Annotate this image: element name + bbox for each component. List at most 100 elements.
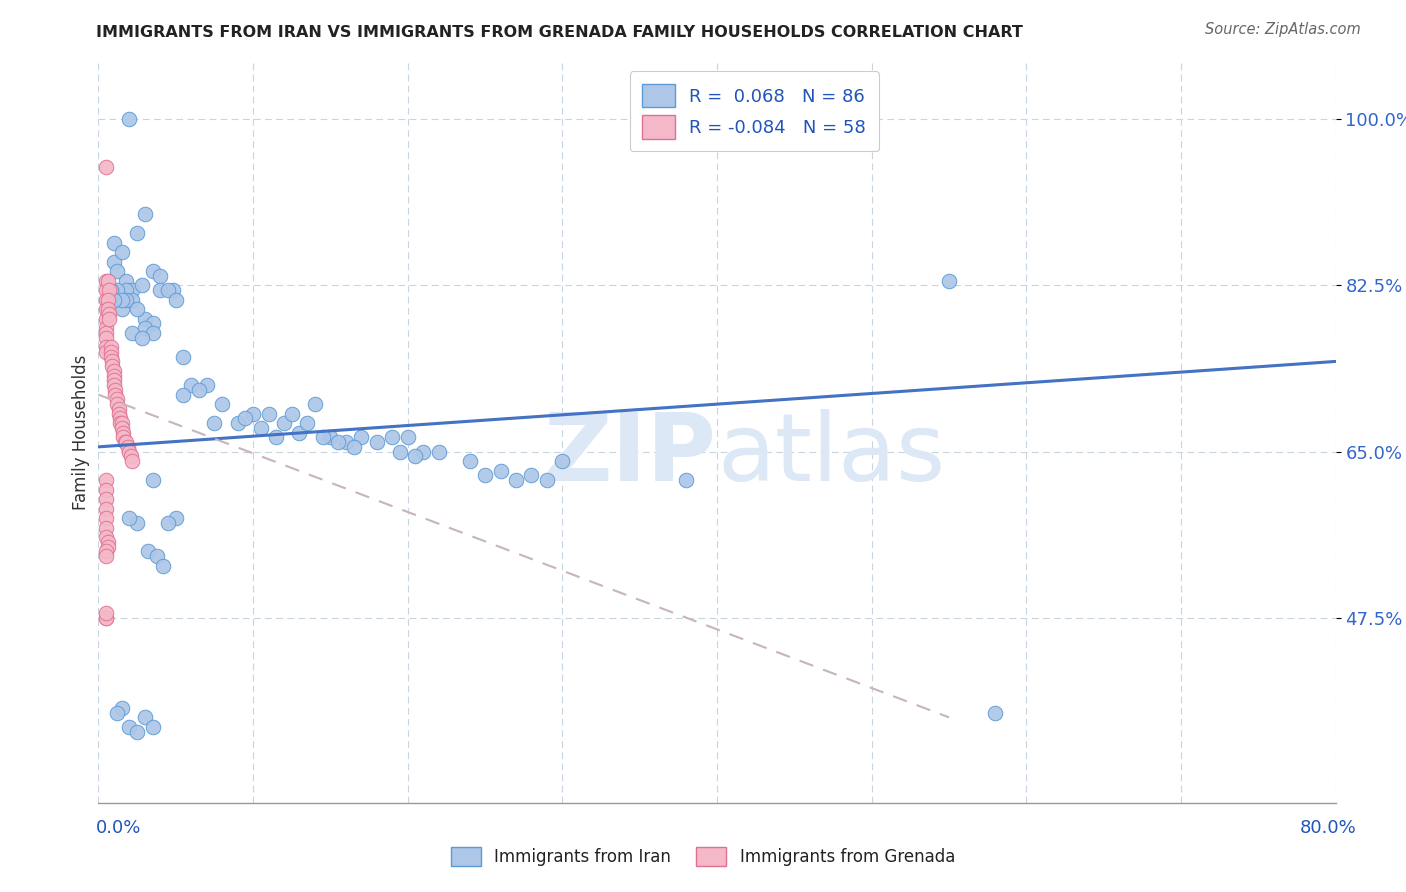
Point [127,302,149,317]
Text: Source: ZipAtlas.com: Source: ZipAtlas.com [1205,22,1361,37]
Point [366,435,388,450]
Point [180,378,202,392]
Point [118,112,141,127]
Point [141,326,165,340]
Point [127,724,149,739]
Point [96,473,118,487]
Point [98,311,121,326]
Point [103,373,125,387]
Point [326,435,350,450]
Point [118,444,141,458]
Point [141,264,165,278]
Point [96,340,118,354]
Point [97,534,120,549]
Point [103,364,125,378]
Point [105,392,128,407]
Point [458,454,481,468]
Point [188,383,211,397]
Text: atlas: atlas [717,409,945,500]
Point [520,468,543,483]
Point [131,278,153,293]
Point [96,311,118,326]
Text: ZIP: ZIP [544,409,717,500]
Point [288,425,311,440]
Point [350,430,373,444]
Point [121,293,143,307]
Point [121,454,143,468]
Point [141,317,165,331]
Point [172,350,194,364]
Point [297,416,319,430]
Point [96,530,118,544]
Point [96,160,118,174]
Point [98,307,121,321]
Point [121,283,143,297]
Point [204,416,226,430]
Point [118,511,141,525]
Point [675,473,697,487]
Point [226,416,249,430]
Point [115,283,138,297]
Point [343,440,366,454]
Point [319,430,342,444]
Point [96,491,118,506]
Point [162,283,184,297]
Point [134,207,156,221]
Point [96,611,118,625]
Point [104,383,127,397]
Point [120,450,142,464]
Point [141,720,165,734]
Point [474,468,496,483]
Point [312,430,335,444]
Point [134,311,156,326]
Point [551,454,574,468]
Point [103,293,125,307]
Point [412,444,434,458]
Point [104,387,127,401]
Point [257,407,280,421]
Point [98,283,121,297]
Point [127,227,149,241]
Point [100,283,122,297]
Point [96,606,118,620]
Point [335,435,357,450]
Point [107,407,129,421]
Point [165,511,187,525]
Point [103,235,125,250]
Text: 80.0%: 80.0% [1301,819,1357,837]
Point [195,378,218,392]
Point [115,293,138,307]
Point [97,274,120,288]
Point [96,611,118,625]
Point [108,411,131,425]
Point [96,544,118,558]
Point [107,401,129,416]
Point [96,321,118,335]
Point [112,430,135,444]
Y-axis label: Family Households: Family Households [72,355,90,510]
Point [131,331,153,345]
Point [121,326,143,340]
Point [100,345,122,359]
Point [264,430,288,444]
Point [96,501,118,516]
Point [149,268,172,283]
Point [111,421,132,435]
Point [103,378,125,392]
Point [304,397,326,411]
Point [117,440,139,454]
Point [127,516,149,530]
Legend: Immigrants from Iran, Immigrants from Grenada: Immigrants from Iran, Immigrants from Gr… [443,838,963,875]
Point [152,558,174,573]
Point [96,302,118,317]
Point [281,407,304,421]
Point [105,264,128,278]
Point [136,544,159,558]
Point [405,450,427,464]
Point [100,350,122,364]
Point [233,411,257,425]
Point [211,397,233,411]
Point [242,407,264,421]
Point [984,706,1007,720]
Point [105,397,128,411]
